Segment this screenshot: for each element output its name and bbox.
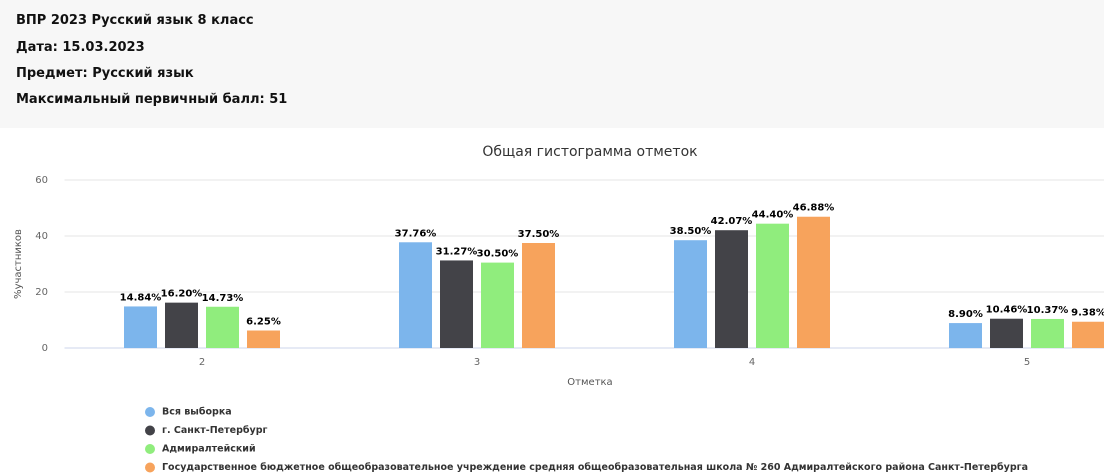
data-label: 10.37% (1027, 305, 1069, 316)
bar (522, 243, 555, 348)
chart: Общая гистограмма отметок Отметка %участ… (13, 144, 1104, 473)
data-label: 44.40% (752, 210, 794, 221)
legend-marker (145, 462, 155, 473)
bar (797, 216, 830, 348)
data-label: 9.38% (1071, 308, 1104, 319)
header-line: Максимальный первичный балл: 51 (16, 92, 288, 107)
data-label: 10.46% (986, 305, 1028, 316)
y-tick-label: 20 (35, 287, 48, 298)
legend-label: Адмиралтейский (162, 444, 256, 455)
data-label: 16.20% (161, 289, 203, 300)
legend-label: Государственное бюджетное общеобразовате… (162, 462, 1028, 473)
bar (399, 242, 432, 348)
data-label: 30.50% (477, 249, 519, 260)
x-tick-label: 5 (1024, 357, 1030, 368)
y-axis-title: %участников (13, 229, 24, 299)
x-tick-label: 2 (199, 357, 205, 368)
data-label: 14.84% (120, 292, 162, 303)
y-tick-label: 0 (42, 343, 48, 354)
x-tick-label: 4 (749, 357, 755, 368)
data-label: 38.50% (670, 226, 712, 237)
legend-marker (145, 407, 155, 417)
legend-label: Вся выборка (162, 407, 232, 418)
header-line: Предмет: Русский язык (16, 66, 194, 81)
y-tick-label: 60 (35, 175, 48, 186)
data-label: 14.73% (202, 293, 244, 304)
bar (165, 302, 198, 348)
bar (247, 330, 280, 348)
data-label: 37.50% (518, 229, 560, 240)
header-line: Дата: 15.03.2023 (16, 40, 145, 55)
bar (1072, 321, 1104, 348)
bar (124, 306, 157, 348)
legend-marker (145, 425, 155, 436)
data-label: 31.27% (436, 246, 478, 257)
bar (990, 318, 1023, 348)
x-axis-title: Отметка (567, 377, 612, 388)
bar (674, 240, 707, 348)
data-label: 6.25% (246, 317, 281, 328)
x-tick-label: 3 (474, 357, 480, 368)
bar (949, 323, 982, 348)
data-label: 46.88% (793, 203, 835, 214)
data-label: 37.76% (395, 228, 437, 239)
legend-marker (145, 444, 155, 454)
legend-label: г. Санкт-Петербург (162, 425, 267, 436)
info-header: ВПР 2023 Русский язык 8 класс Дата: 15.0… (0, 0, 1104, 128)
header-line: ВПР 2023 Русский язык 8 класс (16, 13, 254, 28)
chart-title: Общая гистограмма отметок (482, 144, 697, 160)
data-label: 8.90% (948, 309, 983, 320)
bar (756, 223, 789, 348)
bar (1031, 318, 1064, 348)
bar (481, 262, 514, 348)
bar (206, 306, 239, 348)
y-tick-label: 40 (35, 231, 48, 242)
bar (440, 260, 473, 348)
bar (715, 230, 748, 348)
data-label: 42.07% (711, 216, 753, 227)
